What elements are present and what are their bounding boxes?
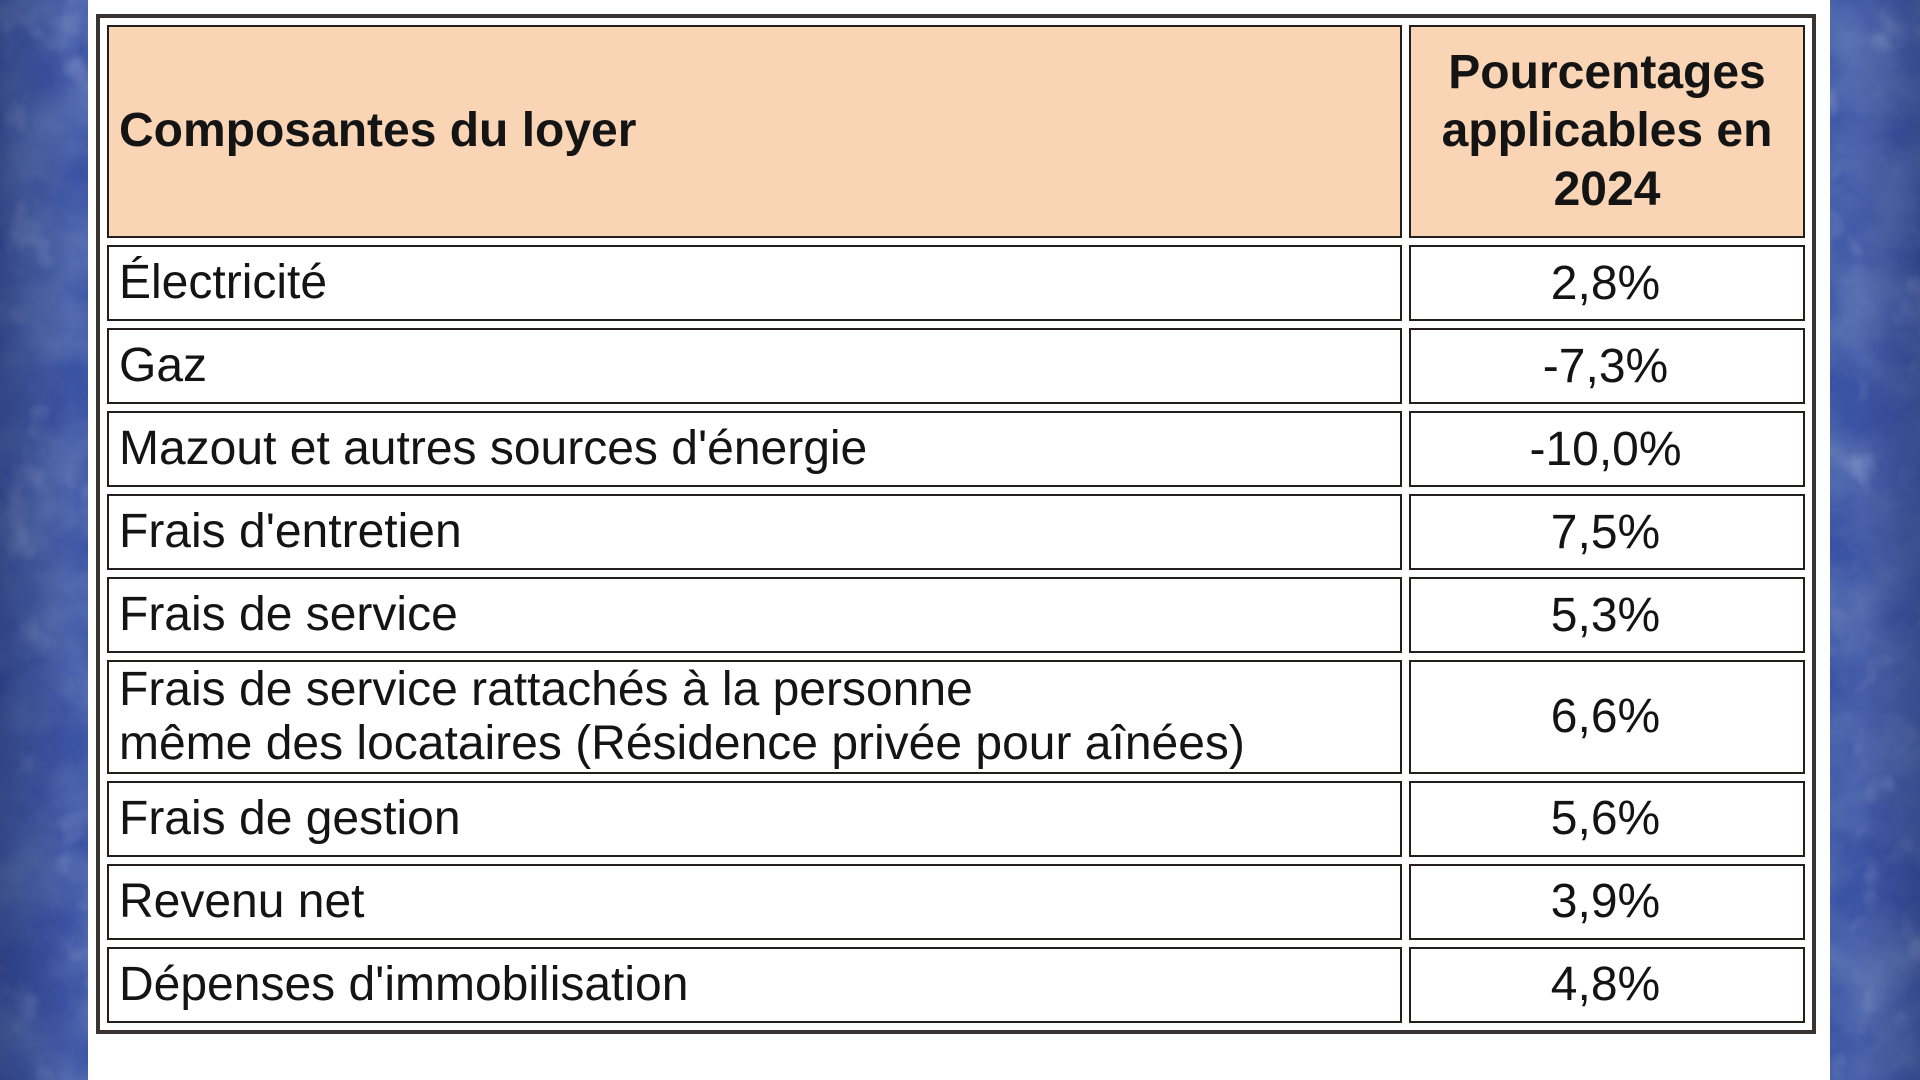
percentage-value: 4,8% xyxy=(1409,946,1805,1023)
table-row: Frais de gestion 5,6% xyxy=(107,780,1805,857)
percentage-value: 6,6% xyxy=(1409,660,1805,774)
header-pourcentages-2024: Pourcentages applicables en 2024 xyxy=(1409,25,1805,238)
percentage-value: 7,5% xyxy=(1409,494,1805,570)
table-row: Électricité 2,8% xyxy=(107,245,1805,321)
percentage-value: 5,3% xyxy=(1409,577,1805,653)
header-composantes-du-loyer: Composantes du loyer xyxy=(107,25,1402,238)
table-row: Gaz -7,3% xyxy=(107,328,1805,404)
percentage-value: 3,9% xyxy=(1409,863,1805,940)
table-row: Frais de service 5,3% xyxy=(107,577,1805,653)
component-label: Frais de gestion xyxy=(107,780,1402,857)
table-row: Frais de service rattachés à la personne… xyxy=(107,660,1805,774)
component-label: Frais de service rattachés à la personne… xyxy=(107,660,1402,774)
component-label: Revenu net xyxy=(107,863,1402,940)
percentage-value: 2,8% xyxy=(1409,245,1805,321)
table-row: Revenu net 3,9% xyxy=(107,863,1805,940)
component-label: Dépenses d'immobilisation xyxy=(107,946,1402,1023)
component-label: Frais de service xyxy=(107,577,1402,653)
rent-components-table: Composantes du loyer Pourcentages applic… xyxy=(96,14,1816,1034)
percentage-value: -7,3% xyxy=(1409,328,1805,404)
table-header-row: Composantes du loyer Pourcentages applic… xyxy=(107,25,1805,238)
table-row: Dépenses d'immobilisation 4,8% xyxy=(107,946,1805,1023)
component-label: Frais d'entretien xyxy=(107,494,1402,570)
component-label: Gaz xyxy=(107,328,1402,404)
table-row: Frais d'entretien 7,5% xyxy=(107,494,1805,570)
table-panel: Composantes du loyer Pourcentages applic… xyxy=(88,0,1830,1080)
percentage-value: -10,0% xyxy=(1409,411,1805,487)
component-label: Électricité xyxy=(107,245,1402,321)
percentage-value: 5,6% xyxy=(1409,780,1805,857)
component-label: Mazout et autres sources d'énergie xyxy=(107,411,1402,487)
table-row: Mazout et autres sources d'énergie -10,0… xyxy=(107,411,1805,487)
